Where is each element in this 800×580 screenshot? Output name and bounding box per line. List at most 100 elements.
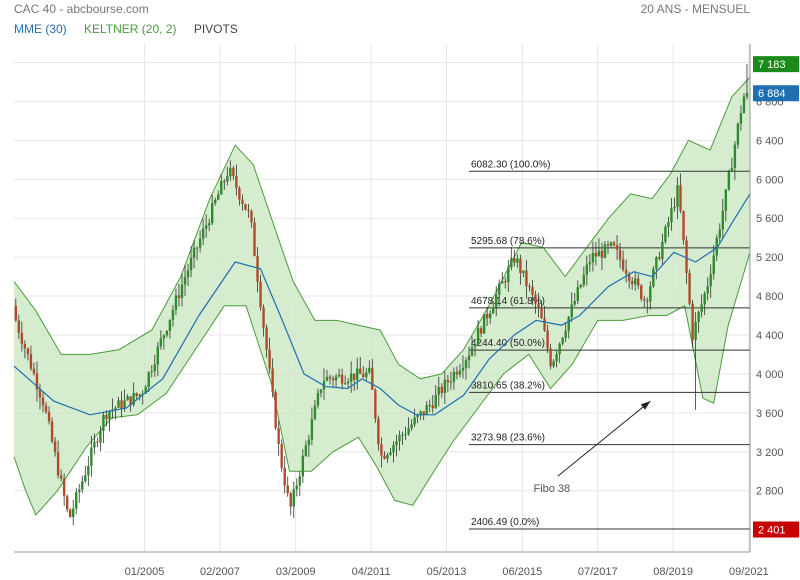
legend-keltner[interactable]: KELTNER (20, 2) bbox=[84, 22, 177, 36]
candle-body bbox=[87, 465, 90, 476]
candle-body bbox=[485, 313, 489, 319]
candle-body bbox=[346, 381, 350, 384]
candle-body bbox=[259, 281, 262, 308]
candle-body bbox=[482, 313, 486, 334]
candle-body bbox=[395, 441, 398, 446]
fib-level-label: 6082.30 (100.0%) bbox=[471, 159, 551, 170]
keltner-upper-line bbox=[13, 76, 751, 380]
y-tick-label: 5 600 bbox=[756, 213, 784, 225]
keltner-band bbox=[13, 76, 751, 516]
price-badge-label: 2 401 bbox=[758, 525, 786, 537]
candle-body bbox=[371, 367, 374, 390]
candle-body bbox=[226, 176, 229, 182]
x-tick-label: 04/2011 bbox=[352, 566, 391, 578]
candle-body bbox=[733, 144, 737, 168]
candle-body bbox=[280, 443, 283, 468]
candle-body bbox=[745, 92, 749, 97]
candle-body bbox=[289, 493, 292, 507]
candle-body bbox=[621, 259, 625, 270]
annotation-arrow-head bbox=[640, 401, 651, 410]
candle-body bbox=[624, 269, 628, 275]
candle-body bbox=[41, 397, 45, 406]
candle-body bbox=[697, 312, 700, 323]
candle-body bbox=[301, 455, 305, 477]
price-badge bbox=[753, 56, 799, 73]
candle-body bbox=[135, 393, 138, 397]
keltner-lower-line bbox=[13, 252, 751, 516]
candle-body bbox=[461, 367, 465, 371]
candle-body bbox=[298, 476, 302, 486]
candle-body bbox=[180, 284, 184, 298]
candle-body bbox=[265, 327, 268, 350]
candle-body bbox=[637, 278, 640, 286]
candle-body bbox=[23, 343, 27, 349]
candle-body bbox=[594, 252, 598, 257]
candle-body bbox=[510, 258, 513, 268]
candle-body bbox=[679, 185, 682, 211]
candle-body bbox=[44, 405, 48, 412]
candle-body bbox=[96, 441, 99, 443]
candle-body bbox=[283, 467, 286, 486]
candle-body bbox=[609, 242, 613, 246]
candle-body bbox=[479, 328, 483, 334]
candle-body bbox=[685, 240, 688, 274]
candle-body bbox=[38, 389, 42, 398]
candle-body bbox=[78, 489, 81, 493]
candle-body bbox=[561, 337, 564, 344]
candle-body bbox=[144, 386, 147, 394]
candle-body bbox=[356, 368, 359, 381]
candle-body bbox=[159, 338, 163, 347]
candle-body bbox=[156, 346, 160, 365]
candle-body bbox=[721, 210, 725, 230]
y-tick-label: 5 200 bbox=[756, 252, 784, 264]
candle-body bbox=[649, 286, 652, 302]
candle-body bbox=[108, 411, 111, 419]
candle-body bbox=[691, 303, 694, 340]
candle-body bbox=[504, 281, 507, 283]
candle-body bbox=[198, 238, 202, 248]
x-tick-label: 09/2021 bbox=[729, 566, 769, 578]
candle-body bbox=[428, 405, 431, 407]
x-tick-label: 01/2005 bbox=[125, 566, 165, 578]
candle-body bbox=[673, 206, 676, 209]
period-label[interactable]: 20 ANS - MENSUEL bbox=[640, 2, 750, 16]
candle-body bbox=[516, 258, 519, 263]
legend-mme[interactable]: MME (30) bbox=[14, 22, 67, 36]
candle-body bbox=[425, 405, 428, 415]
candle-body bbox=[253, 222, 256, 257]
candle-body bbox=[443, 379, 447, 394]
candle-body bbox=[670, 208, 673, 223]
candle-body bbox=[331, 378, 335, 381]
candle-body bbox=[102, 414, 105, 431]
candle-body bbox=[286, 485, 289, 494]
candle-body bbox=[573, 300, 576, 305]
candle-body bbox=[519, 258, 522, 274]
candle-body bbox=[244, 204, 247, 210]
candle-body bbox=[353, 373, 356, 381]
candle-body bbox=[449, 381, 453, 383]
candle-body bbox=[334, 376, 338, 381]
candle-body bbox=[682, 210, 685, 241]
candle-body bbox=[413, 417, 416, 425]
candle-body bbox=[99, 430, 102, 443]
candle-body bbox=[549, 348, 552, 367]
candle-body bbox=[132, 393, 135, 405]
candle-body bbox=[325, 376, 329, 381]
candle-body bbox=[186, 270, 190, 278]
candle-body bbox=[29, 354, 33, 369]
y-tick-label: 3 600 bbox=[756, 408, 784, 420]
legend-pivots[interactable]: PIVOTS bbox=[193, 22, 238, 36]
candle-body bbox=[47, 411, 51, 422]
candle-body bbox=[117, 400, 120, 408]
candle-body bbox=[715, 237, 718, 256]
candle-body bbox=[362, 373, 365, 378]
price-badge-label: 7 183 bbox=[758, 59, 786, 71]
fib-level-label: 2406.49 (0.0%) bbox=[471, 517, 539, 528]
indicator-legend: MME (30) KELTNER (20, 2) PIVOTS bbox=[14, 22, 252, 36]
candle-body bbox=[652, 268, 655, 287]
candle-body bbox=[295, 485, 298, 490]
chart-title: CAC 40 - abcbourse.com bbox=[14, 2, 149, 16]
candle-body bbox=[383, 455, 386, 459]
candle-body bbox=[192, 247, 196, 258]
